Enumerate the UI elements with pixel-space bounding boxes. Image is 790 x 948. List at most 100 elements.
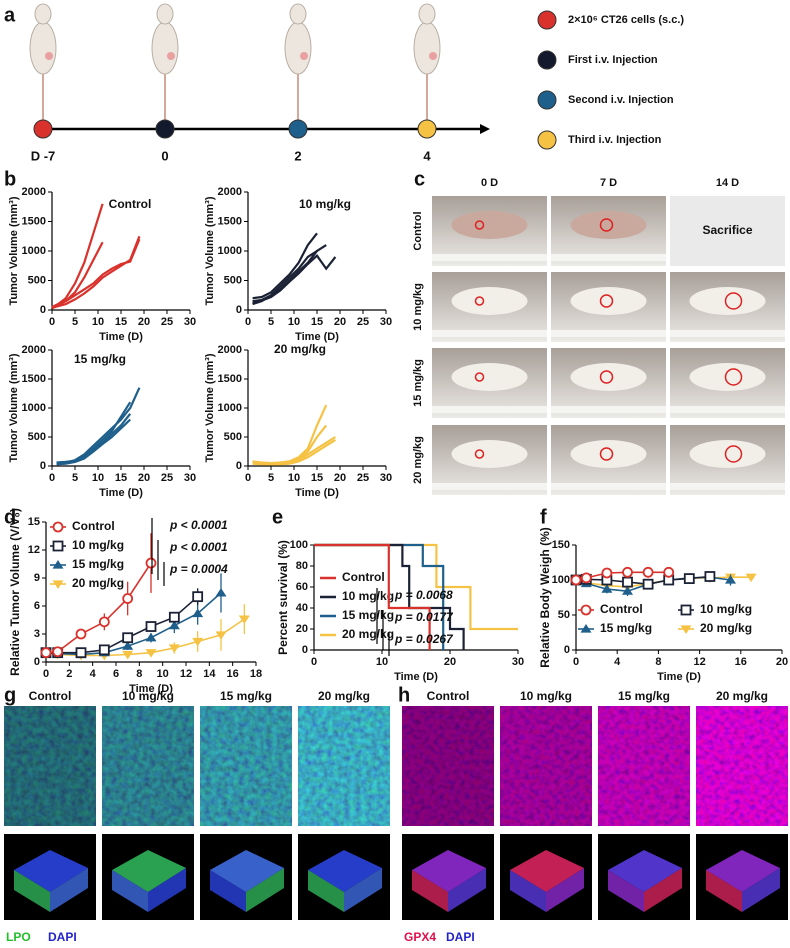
x-tick-label: 30 — [184, 472, 196, 484]
x-tick-label: 20 — [138, 472, 150, 484]
x-tick-label: 16 — [735, 656, 747, 668]
ruler — [432, 406, 547, 413]
marker — [601, 567, 613, 579]
y-tick-label: 1500 — [218, 373, 242, 385]
marker — [52, 646, 64, 658]
ruler — [432, 483, 547, 490]
annotation: p = 0.0068 — [394, 588, 453, 602]
y-tick-label: 0 — [236, 304, 242, 316]
y-axis-label: Relative Body Weigh (%) — [538, 527, 552, 667]
series-line — [252, 404, 328, 465]
legend-swatch — [537, 90, 557, 110]
mouse-head — [34, 3, 52, 25]
x-tick-label: 15 — [311, 472, 323, 484]
panel-label: g — [4, 684, 16, 706]
x-tick-label: 8 — [655, 656, 661, 668]
mouse — [570, 211, 647, 239]
ruler — [551, 330, 666, 337]
3d-surface — [706, 850, 780, 892]
marker — [580, 572, 592, 584]
stain-legend: DAPI — [446, 930, 475, 944]
y-axis-label: Tumor Volume (mm³) — [8, 353, 20, 462]
ruler — [551, 254, 666, 261]
y-tick-label: 2000 — [22, 186, 46, 198]
3d-surface — [608, 850, 682, 892]
y-tick-label: 2000 — [218, 186, 242, 198]
3d-side — [706, 870, 742, 912]
series-line — [51, 238, 141, 309]
x-tick-label: 0 — [573, 656, 579, 668]
marker — [98, 644, 110, 656]
marker — [192, 637, 204, 647]
y-tick-label: 0 — [34, 656, 40, 668]
3d-side — [448, 868, 486, 912]
marker — [642, 578, 654, 590]
panel-label: f — [540, 506, 547, 528]
x-tick-label: 0 — [49, 472, 55, 484]
3d-side — [50, 868, 88, 912]
x-tick-label: 30 — [380, 316, 392, 328]
marker — [642, 566, 654, 578]
tumor-mark — [599, 370, 614, 384]
y-tick-label: 500 — [28, 274, 46, 286]
tumor-spot — [167, 52, 175, 60]
marker — [580, 604, 592, 616]
x-tick-label: 25 — [357, 316, 369, 328]
mouse — [689, 440, 766, 468]
legend-label: 15 mg/kg — [600, 621, 652, 635]
column-header: 15 mg/kg — [618, 689, 670, 703]
tumor-mark — [599, 218, 614, 232]
annotation: p < 0.0001 — [169, 518, 228, 532]
3d-side — [112, 870, 148, 912]
legend-label: 20 mg/kg — [700, 621, 752, 635]
legend-label: 15 mg/kg — [342, 608, 394, 622]
column-header: 0 D — [481, 177, 498, 189]
x-tick-label: 0 — [245, 316, 251, 328]
x-tick-label: 0 — [43, 668, 49, 680]
3d-side — [308, 870, 344, 912]
x-axis-label: Time (D) — [657, 671, 701, 683]
x-tick-label: 10 — [288, 316, 300, 328]
mouse-head — [418, 3, 436, 25]
marker — [192, 591, 204, 603]
y-tick-label: 3 — [34, 628, 40, 640]
mouse-head — [289, 3, 307, 25]
series-line — [45, 618, 245, 657]
mouse — [689, 287, 766, 315]
3d-side — [210, 870, 246, 912]
marker — [622, 566, 633, 578]
ruler — [432, 254, 547, 261]
row-label: 10 mg/kg — [412, 283, 424, 331]
x-tick-label: 20 — [334, 472, 346, 484]
marker — [680, 625, 692, 634]
y-tick-label: 0 — [236, 460, 242, 472]
stain-legend: DAPI — [48, 930, 77, 944]
marker — [145, 557, 157, 569]
column-header: Control — [427, 689, 470, 703]
stain-texture — [696, 706, 788, 826]
legend-label: 10 mg/kg — [72, 538, 124, 552]
timeline-point — [155, 119, 175, 139]
mouse-body — [151, 21, 179, 75]
marker — [122, 632, 134, 644]
y-tick-label: 40 — [296, 602, 308, 614]
y-tick-label: 100 — [290, 539, 308, 551]
legend-label: Third i.v. Injection — [568, 134, 662, 146]
stain-texture — [598, 706, 690, 826]
3d-side — [14, 870, 50, 912]
marker — [570, 574, 582, 586]
mouse — [451, 440, 528, 468]
x-tick-label: 15 — [311, 316, 323, 328]
3d-surface — [412, 850, 486, 892]
stain-texture — [4, 706, 96, 826]
x-tick-label: 0 — [245, 472, 251, 484]
x-tick-label: 6 — [113, 668, 119, 680]
series-line — [56, 387, 141, 465]
y-axis-label: Relative Tumor Volume (V/V₀) — [8, 508, 22, 676]
x-tick-label: 30 — [380, 472, 392, 484]
mouse — [451, 363, 528, 391]
x-tick-label: 14 — [203, 668, 216, 680]
x-tick-label: 16 — [227, 668, 239, 680]
tumor-spot — [45, 52, 53, 60]
x-axis-label: Time (D) — [129, 683, 173, 695]
